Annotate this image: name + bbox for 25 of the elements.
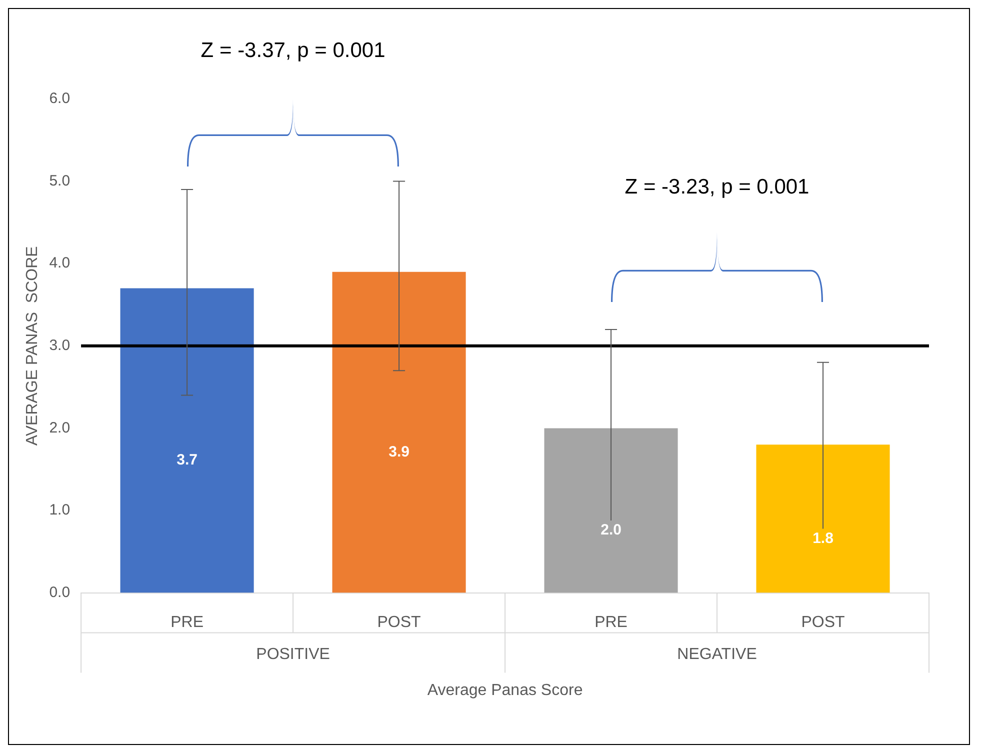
y-tick-label: 6.0 — [49, 90, 70, 108]
data-label: 1.8 — [812, 530, 834, 547]
annotation: Z = -3.23, p = 0.001 — [624, 176, 810, 199]
x-tick-label: PRE — [594, 614, 628, 631]
bar — [332, 272, 466, 593]
y-tick-label: 2.0 — [49, 419, 70, 436]
y-tick-label: 0.0 — [49, 584, 70, 601]
x-tick-label: PRE — [170, 614, 204, 631]
bar — [756, 444, 890, 593]
x-tick-label: POST — [377, 614, 422, 631]
y-tick-label: 5.0 — [49, 172, 70, 190]
text: Z = -3.37, p = 0.001 — [200, 38, 386, 62]
y-tick-label: 3.0 — [49, 337, 70, 354]
text: POSITIVE — [256, 646, 330, 664]
x-axis-title: Average Panas Score — [427, 682, 583, 700]
data-label: 3.9 — [388, 443, 410, 460]
y-axis-title: AVERAGE PANAS SCORE — [24, 246, 42, 446]
text: NEGATIVE — [677, 646, 757, 664]
data-label: 2.0 — [600, 522, 622, 539]
bar — [544, 428, 678, 593]
x-tick-label: POST — [801, 614, 846, 631]
y-tick-label: 1.0 — [49, 502, 70, 519]
bar — [120, 288, 254, 593]
data-label: 3.7 — [176, 452, 198, 469]
y-tick-label: 4.0 — [49, 254, 70, 272]
